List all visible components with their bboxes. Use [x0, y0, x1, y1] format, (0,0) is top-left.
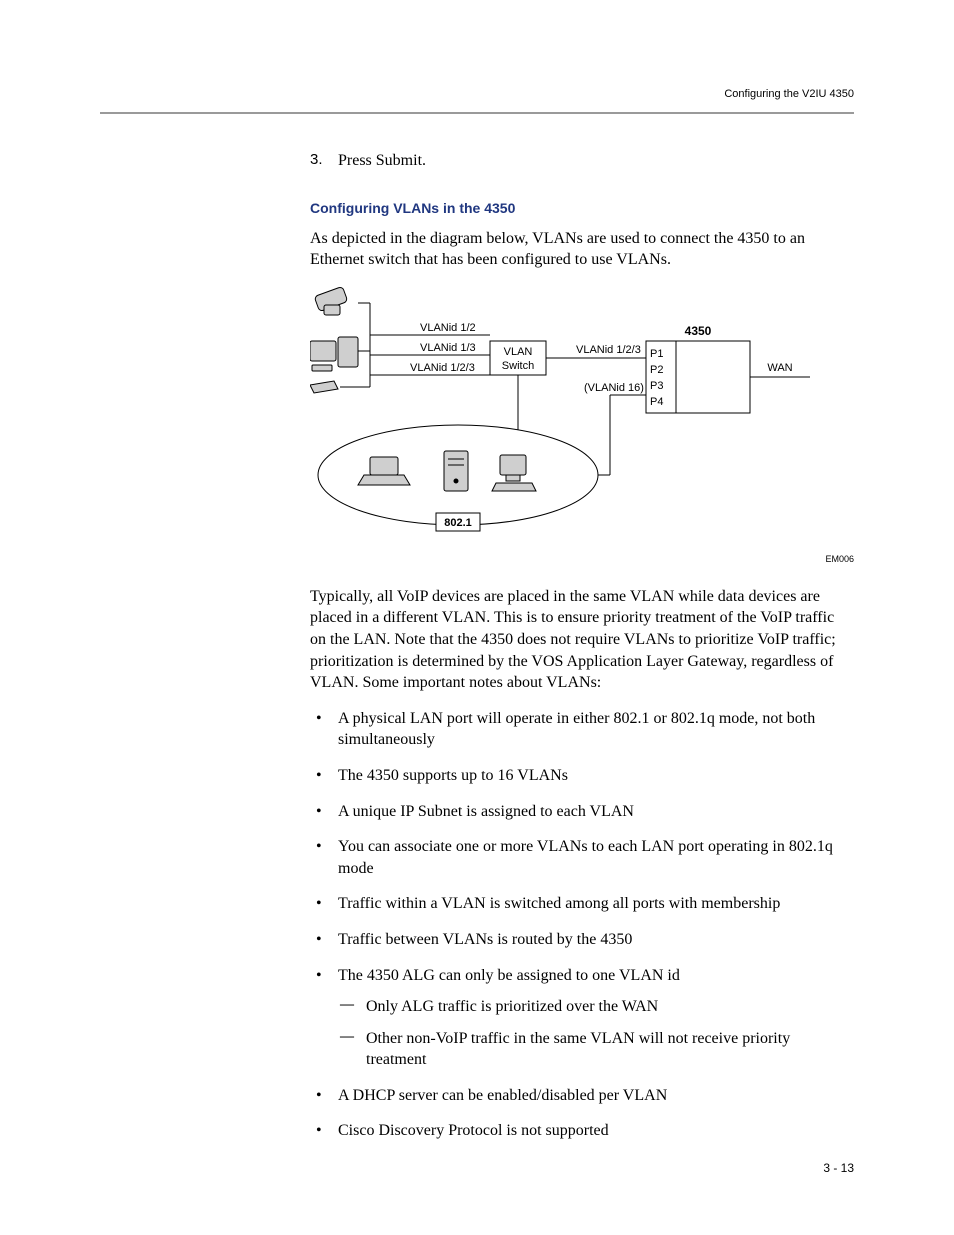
page-number: 3 - 13 — [823, 1161, 854, 1175]
port-p3: P3 — [650, 380, 663, 392]
list-item: Cisco Discovery Protocol is not supporte… — [310, 1120, 854, 1142]
header-rule — [100, 112, 854, 114]
port-p1: P1 — [650, 348, 663, 360]
figure-code: EM006 — [310, 554, 854, 564]
intro-paragraph: As depicted in the diagram below, VLANs … — [310, 228, 854, 271]
list-item: The 4350 ALG can only be assigned to one… — [310, 965, 854, 1071]
label-vlan-1-3: VLANid 1/3 — [420, 342, 476, 354]
main-content: 3. Press Submit. Configuring VLANs in th… — [310, 150, 854, 1156]
label-vlan-1-2: VLANid 1/2 — [420, 322, 476, 334]
bullet-list: A physical LAN port will operate in eith… — [310, 708, 854, 1142]
sub-list-item: Other non-VoIP traffic in the same VLAN … — [338, 1028, 854, 1071]
port-p2: P2 — [650, 364, 663, 376]
phone-icon — [314, 286, 348, 315]
wan-label: WAN — [767, 362, 792, 374]
document-page: Configuring the V2IU 4350 3. Press Submi… — [0, 0, 954, 1235]
device-title: 4350 — [685, 324, 712, 338]
port-p4: P4 — [650, 396, 663, 408]
post-figure-paragraph: Typically, all VoIP devices are placed i… — [310, 586, 854, 694]
keyboard-icon — [310, 381, 338, 393]
sub-list: Only ALG traffic is prioritized over the… — [338, 996, 854, 1071]
vlan-diagram: VLANid 1/2 VLANid 1/3 VLANid 1/2/3 VLAN … — [310, 285, 854, 564]
list-item: A DHCP server can be enabled/disabled pe… — [310, 1085, 854, 1107]
list-item: A unique IP Subnet is assigned to each V… — [310, 801, 854, 823]
list-item: Traffic between VLANs is routed by the 4… — [310, 929, 854, 951]
step-number: 3. — [310, 150, 338, 172]
list-item: The 4350 supports up to 16 VLANs — [310, 765, 854, 787]
section-heading: Configuring VLANs in the 4350 — [310, 200, 854, 216]
desktop-icon — [310, 337, 358, 371]
diagram-svg: VLANid 1/2 VLANid 1/3 VLANid 1/2/3 VLAN … — [310, 285, 854, 545]
lan-label: 802.1 — [444, 517, 472, 529]
server-icon — [444, 451, 468, 491]
vlan-switch-label-1: VLAN — [504, 346, 533, 358]
ordered-step: 3. Press Submit. — [310, 150, 854, 172]
list-item: Traffic within a VLAN is switched among … — [310, 893, 854, 915]
list-item: You can associate one or more VLANs to e… — [310, 836, 854, 879]
label-vlan-16: (VLANid 16) — [584, 382, 644, 394]
label-vlan-1-2-3-right: VLANid 1/2/3 — [576, 344, 641, 356]
step-text: Press Submit. — [338, 150, 854, 172]
sub-list-item: Only ALG traffic is prioritized over the… — [338, 996, 854, 1018]
label-vlan-1-2-3-left: VLANid 1/2/3 — [410, 362, 475, 374]
list-item: A physical LAN port will operate in eith… — [310, 708, 854, 751]
running-header: Configuring the V2IU 4350 — [724, 88, 854, 100]
vlan-switch-label-2: Switch — [502, 360, 534, 372]
